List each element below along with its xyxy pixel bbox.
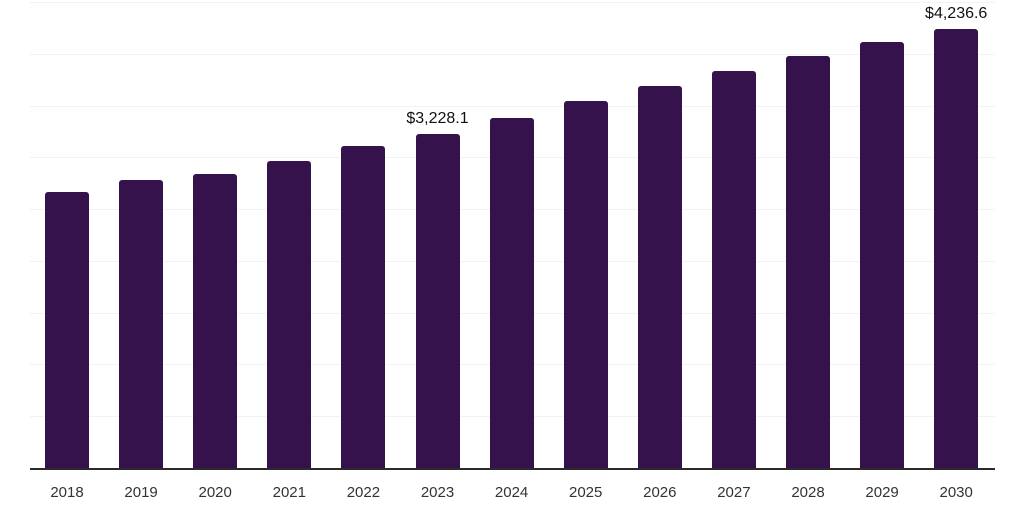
- bar-2022: [341, 146, 386, 468]
- gridline-4000: [30, 53, 995, 55]
- x-tick-label-2019: 2019: [124, 484, 158, 501]
- bar-2029: [860, 42, 905, 468]
- bar-2025: [563, 101, 608, 468]
- x-tick-label-2024: 2024: [494, 484, 529, 501]
- x-tick-label-2030: 2030: [939, 484, 973, 501]
- value-label-2023: $3,228.1: [406, 109, 469, 127]
- x-tick-label-2027: 2027: [717, 484, 751, 501]
- bar-2030: [934, 29, 979, 468]
- bar-2020: [193, 173, 238, 468]
- value-label-2030: $4,236.6: [925, 5, 988, 23]
- bar-2023: [415, 133, 460, 468]
- x-tick-label-2020: 2020: [198, 484, 232, 501]
- x-tick-label-2021: 2021: [272, 484, 306, 501]
- x-axis-line: [30, 468, 995, 470]
- bar-2024: [489, 117, 534, 468]
- gridline-4500: [30, 2, 995, 3]
- plot-area: [30, 0, 995, 470]
- bar-2027: [711, 71, 756, 468]
- x-tick-label-2022: 2022: [346, 484, 381, 501]
- gridline-3500: [30, 105, 995, 107]
- bar-2019: [119, 180, 164, 468]
- bar-2021: [267, 160, 312, 468]
- x-tick-label-2025: 2025: [569, 484, 603, 501]
- bar-2028: [786, 55, 830, 468]
- x-tick-label-2028: 2028: [791, 484, 825, 501]
- x-tick-label-2018: 2018: [50, 484, 84, 501]
- x-tick-label-2026: 2026: [643, 484, 677, 501]
- x-tick-label-2029: 2029: [865, 484, 899, 501]
- bar-2026: [637, 86, 682, 468]
- bar-2018: [45, 191, 89, 468]
- x-tick-label-2023: 2023: [420, 484, 455, 501]
